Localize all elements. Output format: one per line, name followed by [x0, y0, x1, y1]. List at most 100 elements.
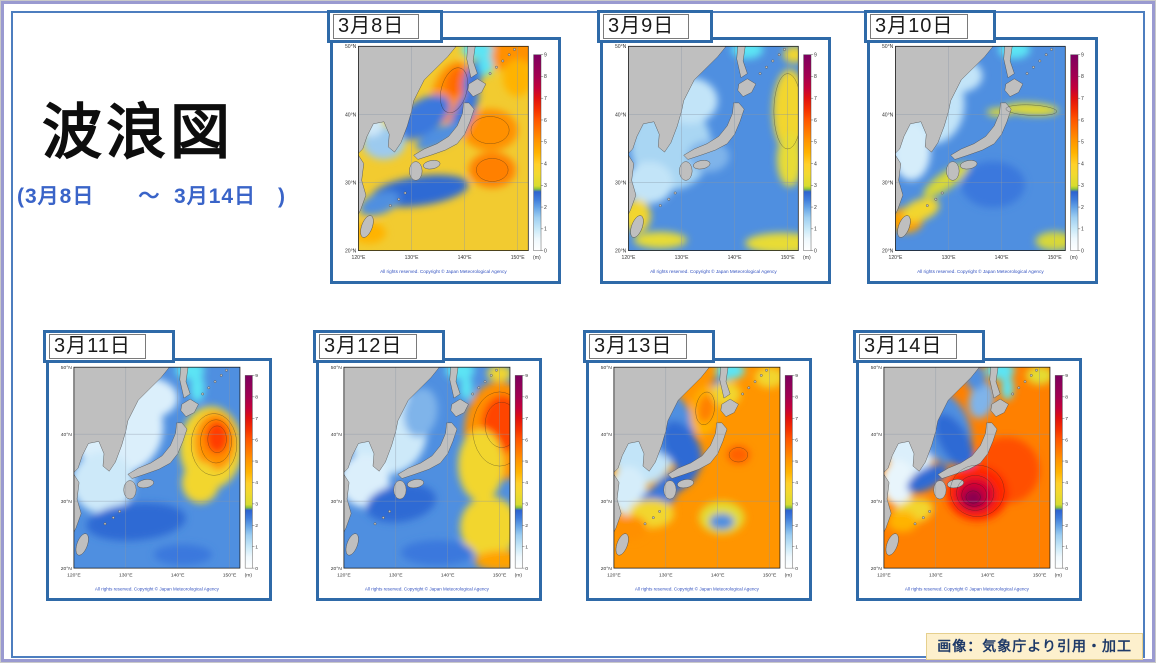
- svg-text:5: 5: [814, 140, 817, 146]
- svg-text:5: 5: [544, 140, 547, 146]
- svg-text:130°E: 130°E: [942, 255, 957, 261]
- svg-text:140°E: 140°E: [711, 572, 725, 578]
- map-date-text: 3月9日: [603, 14, 690, 39]
- svg-text:30°N: 30°N: [882, 180, 894, 186]
- map-date-label: 3月14日: [853, 330, 985, 363]
- map-date-text: 3月8日: [333, 14, 420, 39]
- svg-text:9: 9: [544, 52, 547, 58]
- svg-text:1: 1: [1065, 544, 1068, 550]
- svg-text:3: 3: [1081, 183, 1084, 189]
- svg-text:7: 7: [814, 96, 817, 102]
- svg-text:5: 5: [1081, 140, 1084, 146]
- svg-text:50°N: 50°N: [331, 365, 343, 371]
- map-date-label: 3月13日: [583, 330, 715, 363]
- svg-text:30°N: 30°N: [601, 499, 613, 505]
- page-subtitle: (3月8日 ～ 3月14日 ): [17, 185, 287, 208]
- svg-text:8: 8: [814, 74, 817, 80]
- svg-text:120°E: 120°E: [607, 572, 621, 578]
- map-copyright: All rights reserved. Copyright © Japan M…: [905, 585, 1030, 591]
- svg-text:140°E: 140°E: [728, 255, 743, 261]
- svg-text:8: 8: [1065, 395, 1068, 401]
- landmass-layer: [343, 367, 498, 556]
- svg-text:20°N: 20°N: [615, 249, 627, 255]
- svg-text:4: 4: [795, 480, 798, 486]
- svg-text:5: 5: [1065, 459, 1068, 465]
- svg-text:40°N: 40°N: [601, 432, 613, 438]
- landmass-layer: [628, 46, 786, 238]
- svg-text:(m): (m): [1055, 572, 1063, 578]
- svg-text:8: 8: [255, 395, 258, 401]
- svg-text:130°E: 130°E: [675, 255, 690, 261]
- landmass-layer: [883, 367, 1038, 556]
- svg-text:6: 6: [525, 437, 528, 443]
- svg-text:7: 7: [544, 96, 547, 102]
- svg-text:4: 4: [814, 161, 817, 167]
- svg-text:120°E: 120°E: [337, 572, 351, 578]
- svg-text:120°E: 120°E: [877, 572, 891, 578]
- svg-text:(m): (m): [533, 255, 541, 261]
- svg-text:140°E: 140°E: [441, 572, 455, 578]
- svg-text:1: 1: [544, 227, 547, 233]
- map-panel: 50°N 40°N 30°N 20°N 120°E 130°E 140°E 150°E 0 1 2 3…: [856, 358, 1082, 601]
- svg-text:2: 2: [1065, 523, 1068, 529]
- svg-text:(m): (m): [785, 572, 793, 578]
- svg-text:20°N: 20°N: [601, 566, 613, 572]
- svg-text:0: 0: [795, 566, 798, 572]
- svg-text:3: 3: [814, 183, 817, 189]
- svg-text:140°E: 140°E: [995, 255, 1010, 261]
- svg-text:4: 4: [255, 480, 258, 486]
- svg-text:20°N: 20°N: [871, 566, 883, 572]
- svg-text:(m): (m): [1070, 255, 1078, 261]
- svg-text:50°N: 50°N: [615, 44, 627, 50]
- map-date-text: 3月10日: [870, 14, 969, 39]
- svg-text:1: 1: [795, 544, 798, 550]
- page-title: 波浪図: [42, 99, 234, 166]
- svg-text:4: 4: [1081, 161, 1084, 167]
- map-date-text: 3月14日: [859, 334, 958, 359]
- svg-text:2: 2: [795, 523, 798, 529]
- map-date-label: 3月11日: [43, 330, 175, 363]
- svg-text:0: 0: [255, 566, 258, 572]
- svg-text:3: 3: [525, 502, 528, 508]
- svg-text:6: 6: [544, 118, 547, 124]
- landmass-layer: [358, 46, 516, 238]
- svg-text:(m): (m): [803, 255, 811, 261]
- svg-text:2: 2: [525, 523, 528, 529]
- landmass-layer: [73, 367, 228, 556]
- svg-text:150°E: 150°E: [1048, 255, 1063, 261]
- svg-text:120°E: 120°E: [352, 255, 367, 261]
- svg-text:140°E: 140°E: [171, 572, 185, 578]
- svg-text:50°N: 50°N: [601, 365, 613, 371]
- svg-text:40°N: 40°N: [61, 432, 73, 438]
- svg-text:2: 2: [1081, 205, 1084, 211]
- svg-text:130°E: 130°E: [659, 572, 673, 578]
- svg-text:4: 4: [544, 161, 547, 167]
- svg-text:4: 4: [1065, 480, 1068, 486]
- map-copyright: All rights reserved. Copyright © Japan M…: [365, 585, 490, 591]
- svg-text:0: 0: [525, 566, 528, 572]
- map-date-label: 3月9日: [597, 10, 713, 43]
- map-copyright: All rights reserved. Copyright © Japan M…: [95, 585, 220, 591]
- svg-text:8: 8: [795, 395, 798, 401]
- landmass-layer: [895, 46, 1053, 238]
- svg-text:120°E: 120°E: [67, 572, 81, 578]
- svg-text:20°N: 20°N: [61, 566, 73, 572]
- svg-text:2: 2: [255, 523, 258, 529]
- svg-text:7: 7: [1081, 96, 1084, 102]
- svg-text:1: 1: [255, 544, 258, 550]
- svg-text:130°E: 130°E: [929, 572, 943, 578]
- svg-text:30°N: 30°N: [61, 499, 73, 505]
- map-date-text: 3月13日: [589, 334, 688, 359]
- svg-text:150°E: 150°E: [763, 572, 777, 578]
- svg-text:130°E: 130°E: [119, 572, 133, 578]
- svg-text:150°E: 150°E: [223, 572, 237, 578]
- svg-text:1: 1: [814, 227, 817, 233]
- map-panel: 50°N 40°N 30°N 20°N 120°E 130°E 140°E 150°E 0 1 2 3…: [600, 37, 831, 284]
- map-copyright: All rights reserved. Copyright © Japan M…: [635, 585, 760, 591]
- svg-text:120°E: 120°E: [889, 255, 904, 261]
- svg-text:1: 1: [525, 544, 528, 550]
- map-date-label: 3月8日: [327, 10, 443, 43]
